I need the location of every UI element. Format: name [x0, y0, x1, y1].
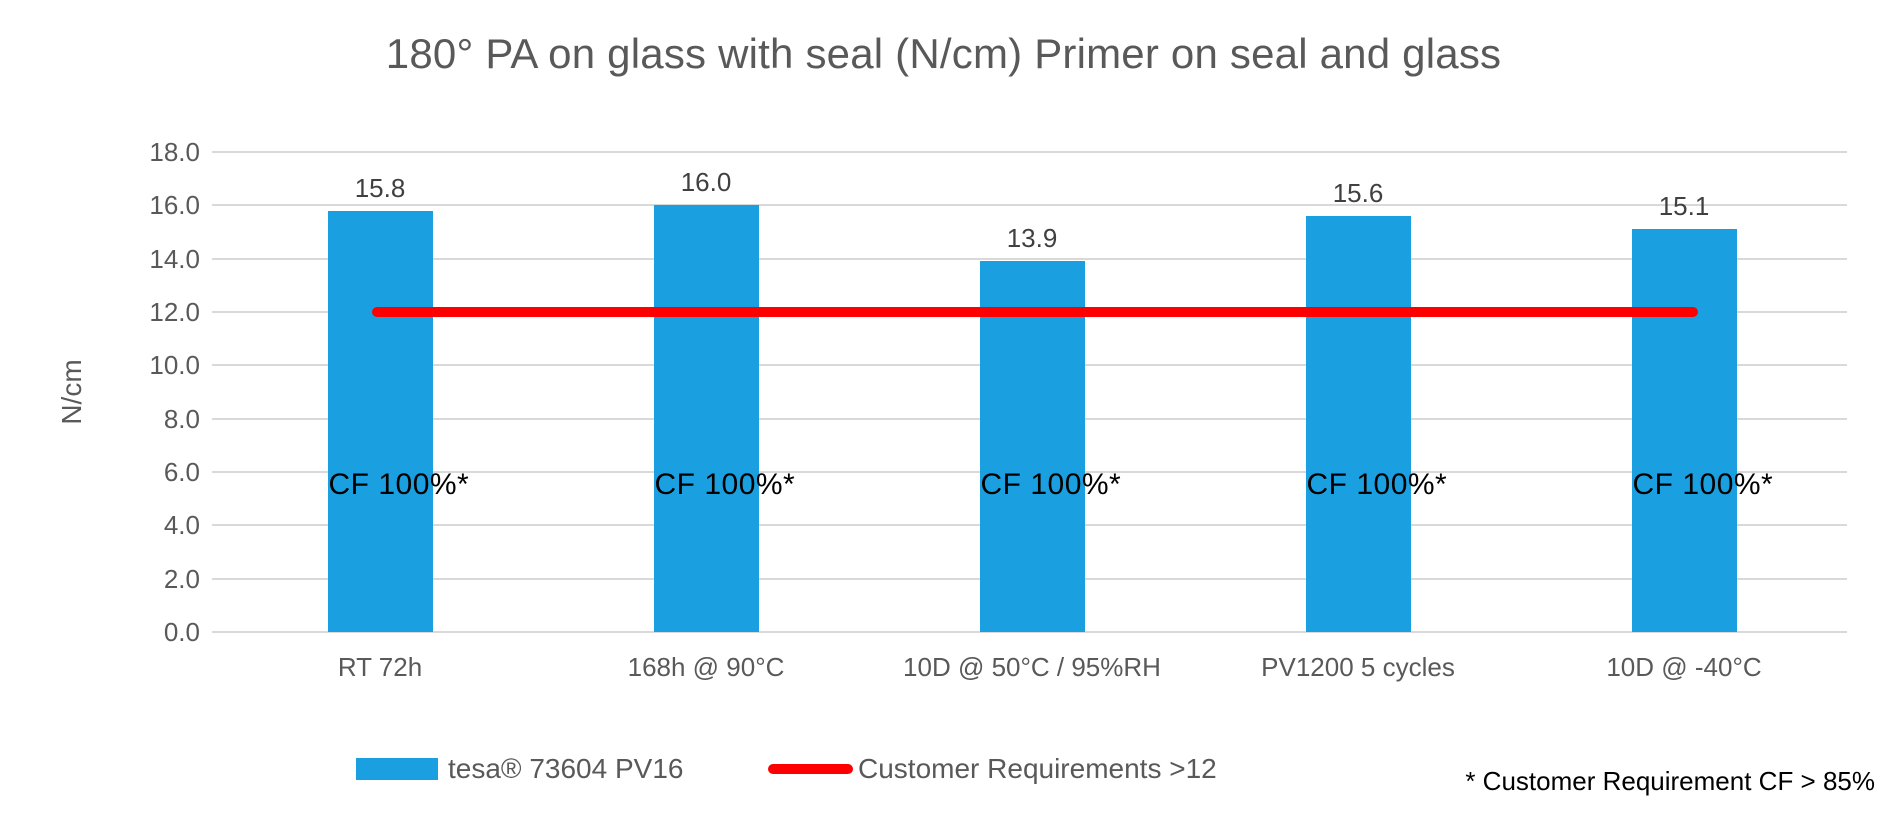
legend-series-label: tesa® 73604 PV16 — [448, 753, 684, 784]
gridline — [212, 204, 1847, 207]
bar-annotation-label: CF 100%* — [980, 468, 1122, 501]
bar-annotation-label: CF 100%* — [1306, 468, 1448, 501]
y-tick-label: 2.0 — [163, 563, 200, 594]
legend-threshold-label: Customer Requirements >12 — [858, 753, 1217, 784]
y-tick-label: 8.0 — [163, 403, 200, 434]
x-category-label: 10D @ 50°C / 95%RH — [903, 652, 1161, 682]
x-category-label: RT 72h — [337, 652, 423, 682]
y-tick-label: 0.0 — [163, 617, 200, 647]
bar — [653, 205, 759, 632]
legend-bar-swatch — [356, 758, 438, 780]
bar — [327, 210, 433, 632]
bar — [1631, 229, 1737, 632]
y-tick-label: 14.0 — [149, 243, 200, 274]
y-tick-label: 6.0 — [163, 457, 200, 487]
x-category-label: PV1200 5 cycles — [1261, 652, 1455, 682]
y-tick-label: 12.0 — [149, 297, 200, 327]
gridline — [212, 151, 1847, 153]
x-category-label: 10D @ -40°C — [1606, 652, 1762, 682]
bar-value-label: 15.6 — [1332, 178, 1384, 208]
y-tick-label: 16.0 — [149, 190, 200, 221]
threshold-line — [372, 307, 1698, 317]
bar — [979, 261, 1085, 632]
x-category-label: 168h @ 90°C — [627, 652, 785, 682]
bar-value-label: 16.0 — [680, 167, 732, 198]
bar-annotation-label: CF 100%* — [1632, 468, 1774, 501]
chart-title: 180° PA on glass with seal (N/cm) Primer… — [385, 30, 1502, 77]
y-tick-label: 4.0 — [163, 510, 200, 541]
bar-annotation-label: CF 100%* — [328, 468, 470, 501]
bar-annotation-label: CF 100%* — [654, 468, 796, 501]
gridline — [212, 257, 1847, 260]
bar-value-label: 13.9 — [1006, 223, 1058, 254]
bar-value-label: 15.8 — [354, 172, 406, 203]
gridline — [212, 631, 1847, 633]
bar — [1305, 216, 1411, 632]
legend-line-swatch — [768, 764, 853, 774]
footnote: * Customer Requirement CF > 85% — [1465, 766, 1875, 796]
bar-value-label: 15.1 — [1658, 191, 1710, 222]
y-tick-label: 18.0 — [149, 137, 200, 167]
y-tick-label: 10.0 — [149, 350, 200, 381]
